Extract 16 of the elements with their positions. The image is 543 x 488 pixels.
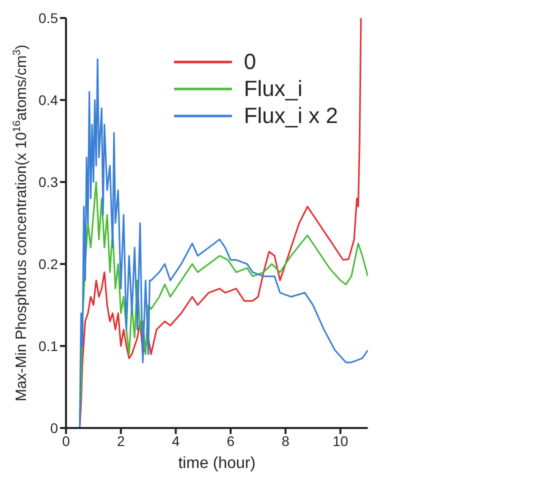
y-tick-label: 0.1: [38, 338, 58, 354]
x-axis-title: time (hour): [178, 455, 256, 472]
legend-label: Flux_i: [244, 76, 303, 102]
x-tick-label: 2: [116, 432, 125, 449]
y-tick-label: 0.4: [38, 92, 58, 108]
legend-label: 0: [244, 48, 256, 74]
legend-label: Flux_i x 2: [244, 102, 338, 128]
y-tick-label: 0.5: [38, 10, 58, 26]
x-tick-label: 8: [282, 432, 290, 449]
y-tick-label: 0.2: [38, 256, 58, 272]
x-tick-label: 10: [332, 432, 348, 449]
x-tick-label: 6: [226, 432, 235, 449]
y-tick-label: 0.3: [38, 174, 58, 190]
y-tick-label: 0: [50, 420, 58, 436]
x-tick-label: 4: [172, 432, 180, 449]
x-tick-label: 0: [62, 432, 70, 449]
